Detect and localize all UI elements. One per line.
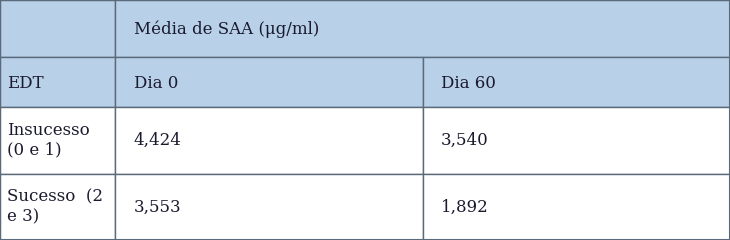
- Text: 3,553: 3,553: [134, 198, 181, 215]
- Text: Dia 60: Dia 60: [441, 75, 496, 91]
- Bar: [115, 107, 423, 174]
- Bar: [423, 107, 730, 174]
- Bar: [0, 0, 115, 57]
- Text: EDT: EDT: [7, 75, 44, 91]
- Text: 3,540: 3,540: [441, 132, 489, 149]
- Text: Insucesso
(0 e 1): Insucesso (0 e 1): [7, 122, 90, 159]
- Bar: [115, 57, 423, 107]
- Text: Dia 0: Dia 0: [134, 75, 178, 91]
- Text: 4,424: 4,424: [134, 132, 182, 149]
- Bar: [423, 57, 730, 107]
- Bar: [115, 0, 730, 57]
- Text: Sucesso  (2
e 3): Sucesso (2 e 3): [7, 189, 103, 225]
- Text: 1,892: 1,892: [441, 198, 489, 215]
- Bar: [0, 107, 115, 174]
- Bar: [115, 174, 423, 240]
- Bar: [423, 174, 730, 240]
- Text: Média de SAA (μg/ml): Média de SAA (μg/ml): [134, 21, 319, 38]
- Bar: [0, 57, 115, 107]
- Bar: [0, 174, 115, 240]
